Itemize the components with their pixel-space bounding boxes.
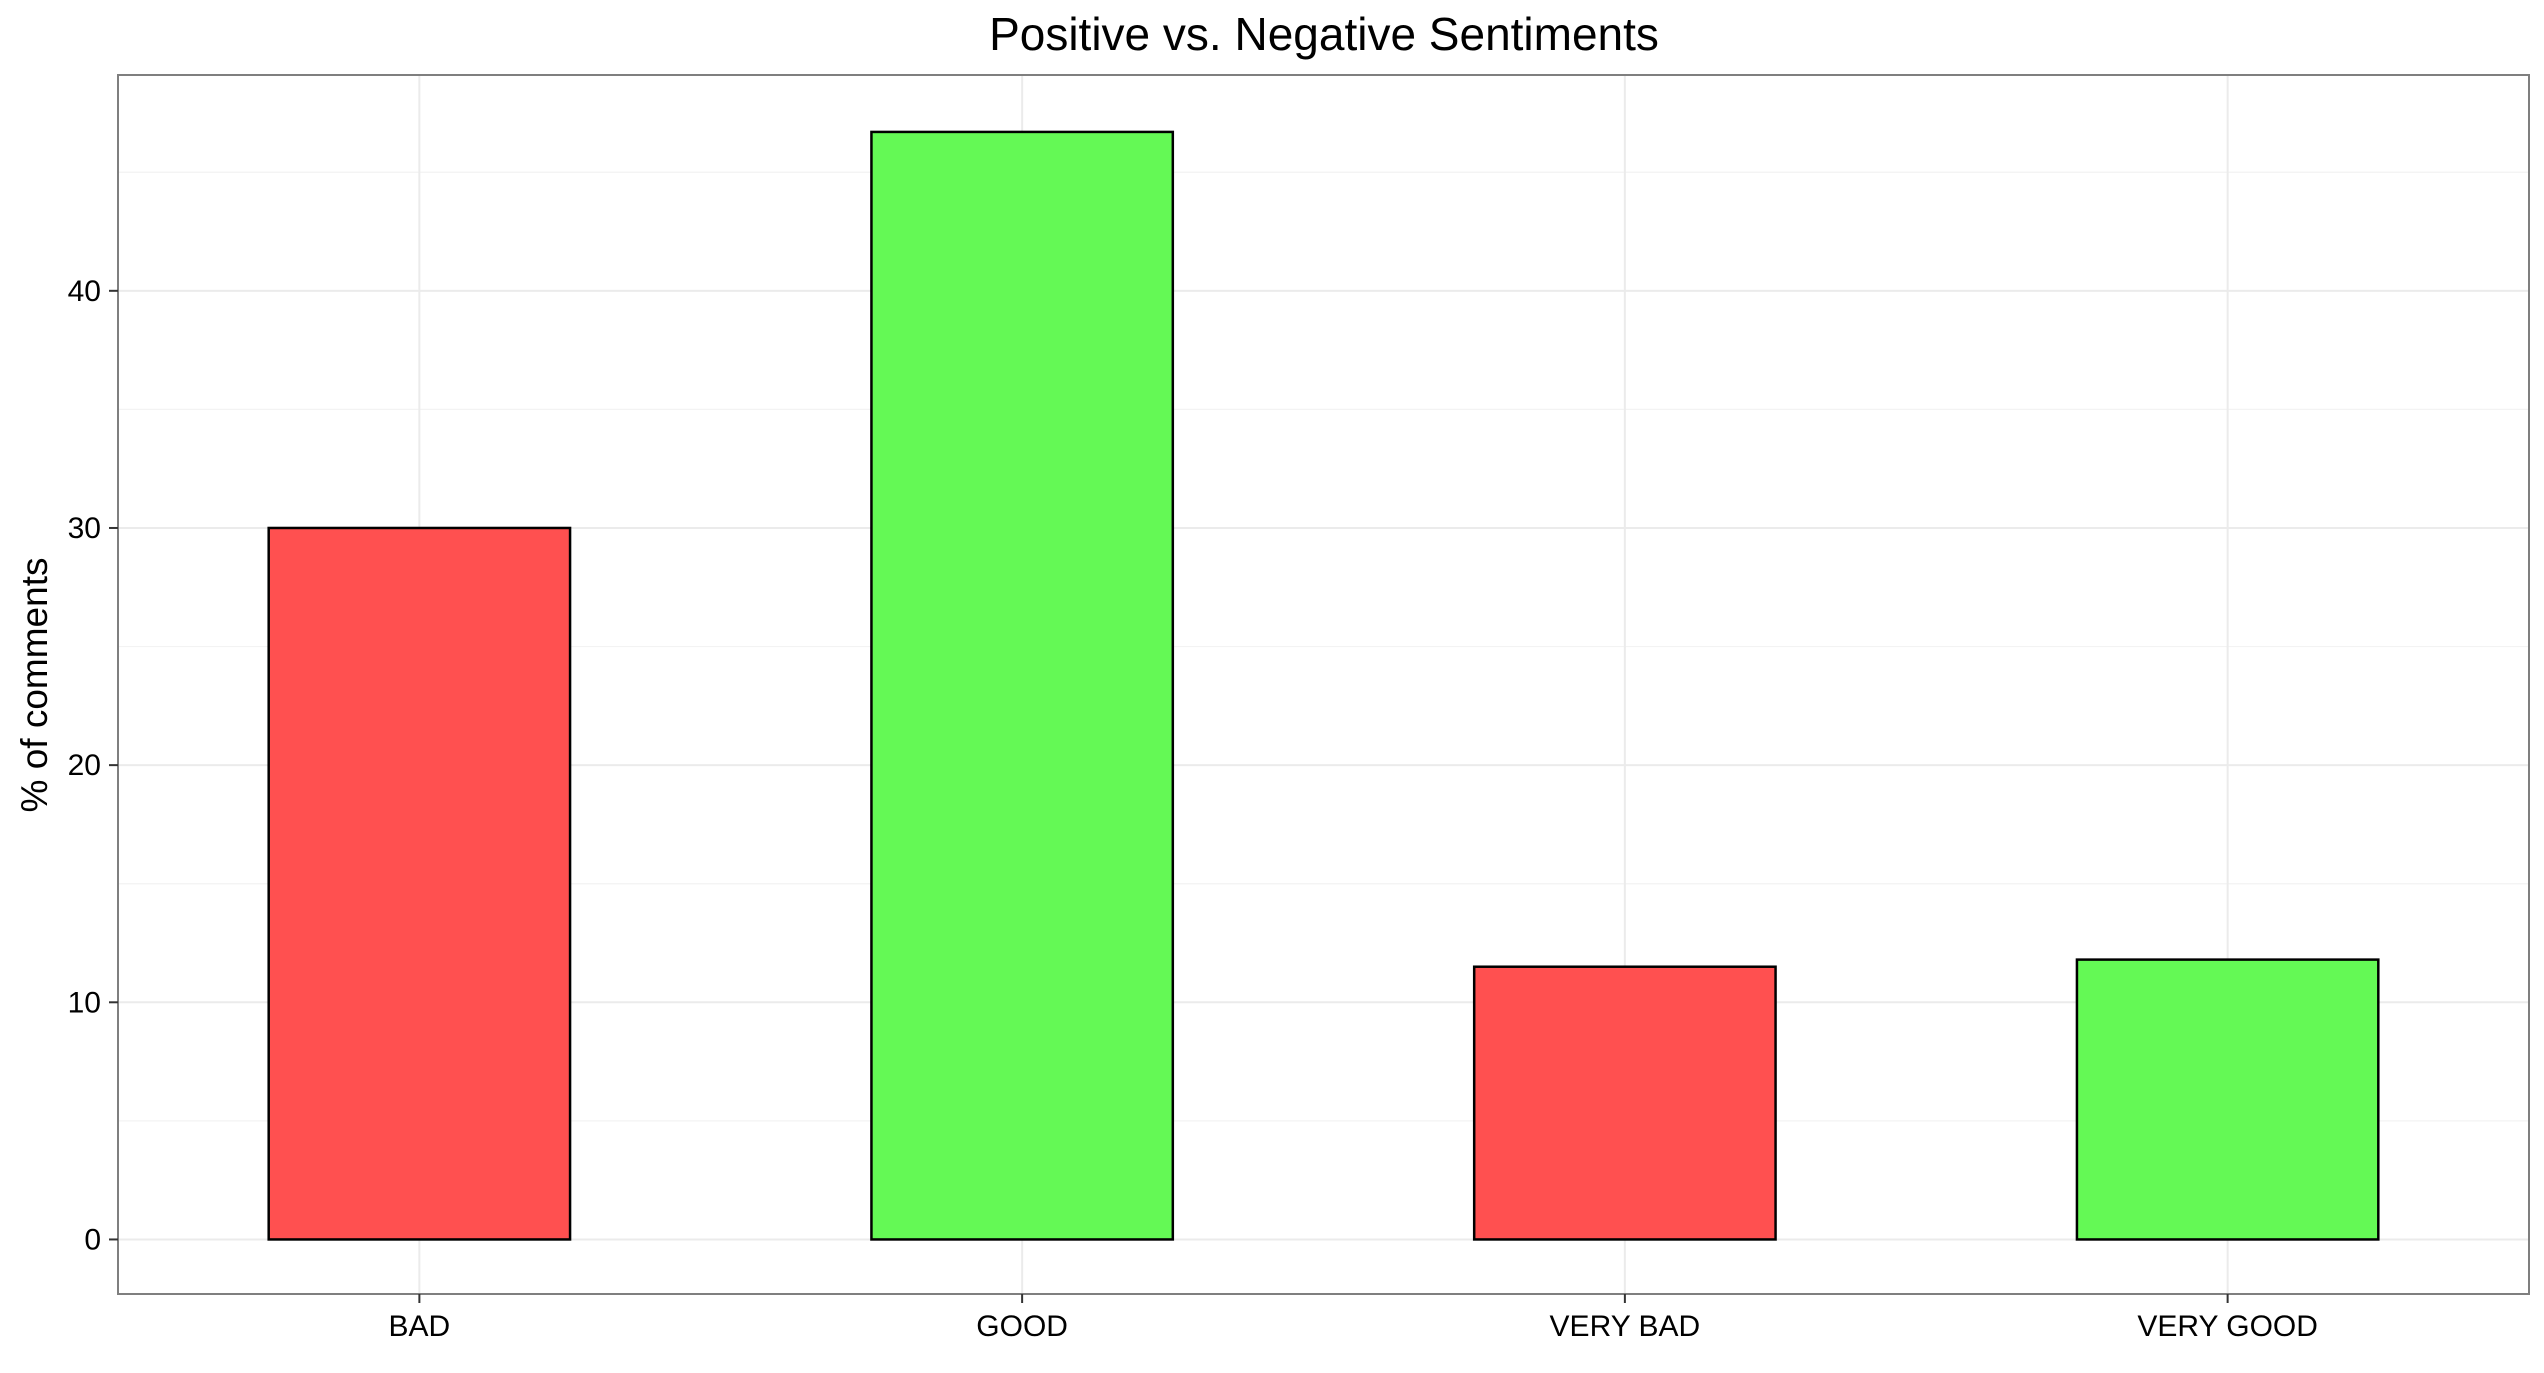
- bar-very-bad: [1472, 965, 1777, 1241]
- y-axis-label: % of comments: [14, 558, 55, 813]
- y-tick-label: 30: [68, 512, 101, 545]
- chart-title: Positive vs. Negative Sentiments: [989, 8, 1659, 60]
- bar-good: [870, 130, 1175, 1241]
- bar-very-good: [2075, 958, 2380, 1241]
- y-tick-label: 40: [68, 275, 101, 308]
- y-axis: 0 10 20 30 40: [68, 275, 118, 1256]
- x-tick-label: GOOD: [976, 1310, 1068, 1343]
- x-tick-label: VERY BAD: [1550, 1310, 1701, 1343]
- bars: [267, 130, 2380, 1241]
- x-tick-label: BAD: [389, 1310, 451, 1343]
- plot-panel-border: [117, 74, 2530, 1295]
- y-tick-label: 10: [68, 986, 101, 1019]
- y-tick-label: 0: [84, 1223, 101, 1256]
- x-tick-label: VERY GOOD: [2137, 1310, 2318, 1343]
- bar-bad: [267, 526, 572, 1241]
- y-tick-label: 20: [68, 749, 101, 782]
- x-axis: BAD GOOD VERY BAD VERY GOOD: [389, 1294, 2318, 1343]
